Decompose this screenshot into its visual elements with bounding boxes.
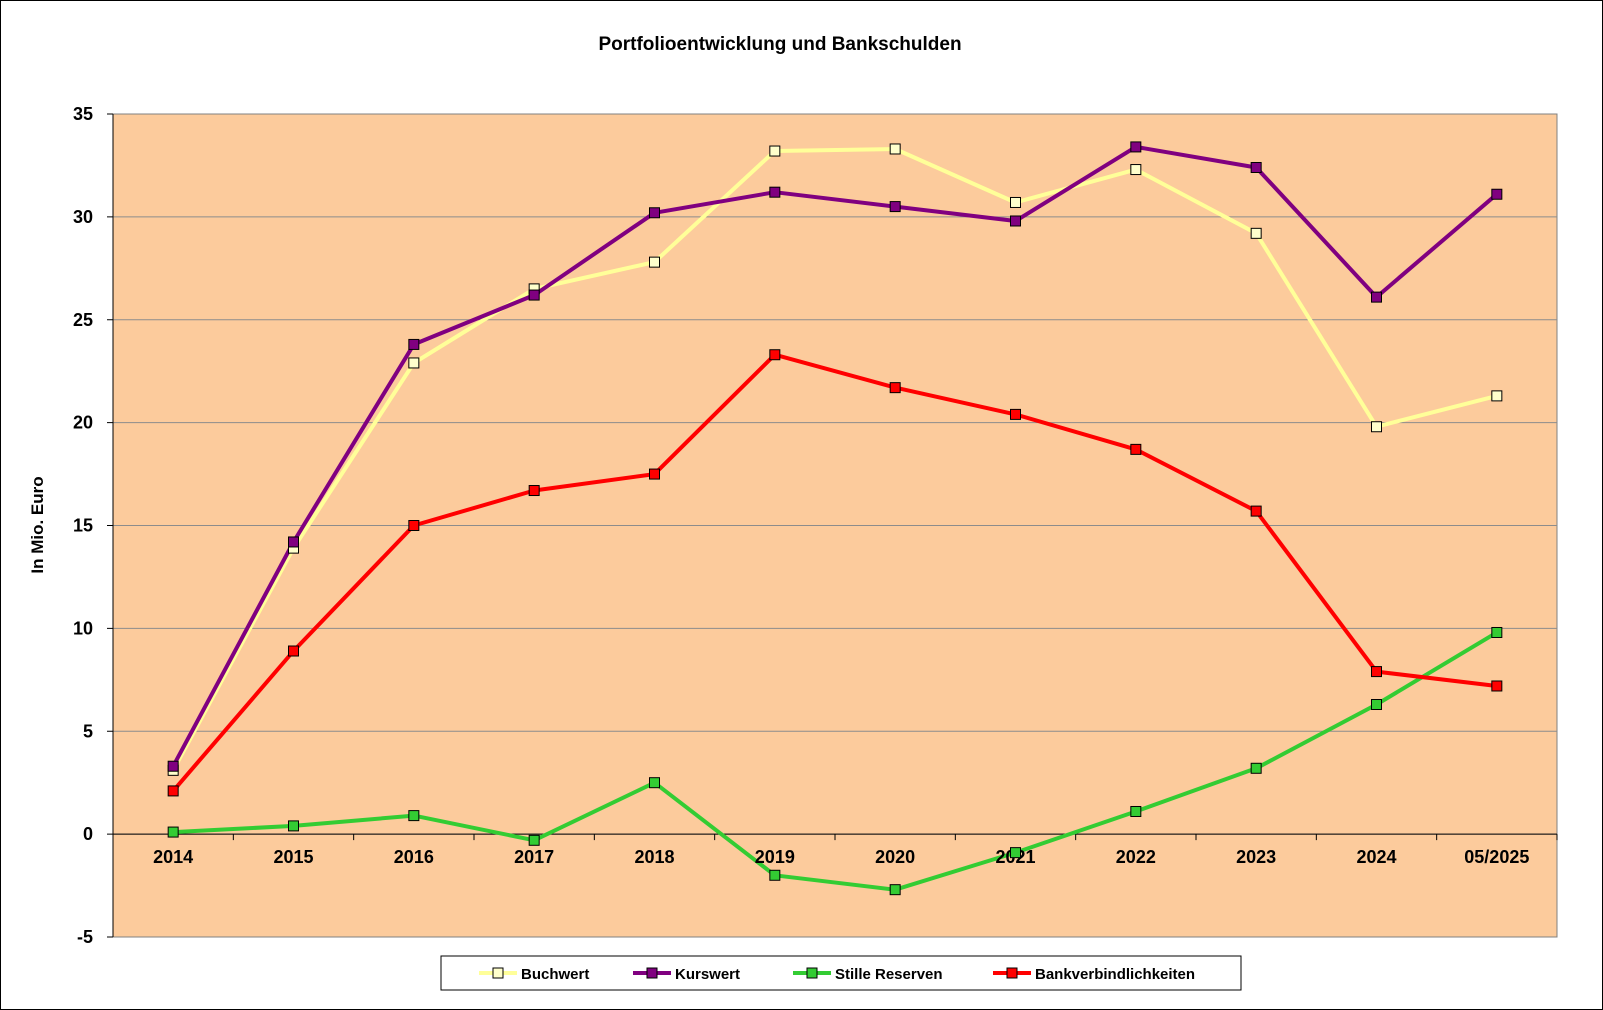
series-line-0 <box>171 147 1498 772</box>
y-tick-label: 30 <box>73 207 93 227</box>
data-point <box>528 834 540 846</box>
plot-area: -5 0 5 10 15 20 25 30 35 2014 2015 2016 2017 2018 2019… <box>73 104 1558 947</box>
series-line-3 <box>171 352 1498 793</box>
data-point <box>528 485 540 497</box>
data-point <box>1371 666 1382 678</box>
y-tick-label: 5 <box>83 721 93 741</box>
data-point <box>1371 291 1382 303</box>
data-point <box>1130 141 1142 153</box>
legend-label: Stille Reserven <box>835 966 943 983</box>
y-tick-label: 0 <box>83 824 93 844</box>
y-tick-label: 25 <box>73 310 93 330</box>
y-tick-label: -5 <box>77 927 93 947</box>
data-point <box>288 536 299 548</box>
data-point <box>1130 805 1142 817</box>
data-point <box>167 826 179 838</box>
data-point <box>649 207 660 219</box>
data-point <box>1250 161 1262 173</box>
data-point <box>889 382 901 394</box>
x-tick-label: 2019 <box>755 847 795 867</box>
data-point <box>167 760 179 772</box>
data-point <box>1371 421 1382 433</box>
data-point <box>408 338 420 350</box>
y-tick-label: 35 <box>73 104 93 124</box>
legend-box <box>440 955 1242 991</box>
data-point <box>408 810 420 822</box>
data-point <box>769 145 781 157</box>
legend: Buchwert Kurswert Stille Reserven Bankverbi… <box>440 955 1242 991</box>
data-point <box>1491 188 1503 200</box>
x-tick-label: 2017 <box>514 847 554 867</box>
data-point <box>1491 680 1503 692</box>
legend-swatch-marker <box>1006 967 1018 979</box>
data-point <box>1371 699 1382 711</box>
legend-label: Kurswert <box>675 966 740 983</box>
data-point <box>1130 443 1142 455</box>
legend-label: Bankverbindlichkeiten <box>1035 966 1195 983</box>
data-point <box>1130 164 1142 176</box>
x-tick-label: 2020 <box>875 847 915 867</box>
legend-swatch-marker <box>646 967 658 979</box>
data-point <box>1010 847 1021 859</box>
data-point <box>1010 196 1021 208</box>
y-tick-label: 15 <box>73 516 93 536</box>
x-tick-label: 2022 <box>1116 847 1156 867</box>
y-tick-label: 20 <box>73 413 93 433</box>
data-point <box>1491 626 1503 638</box>
data-point <box>769 349 781 361</box>
data-point <box>1250 227 1262 239</box>
data-point <box>1250 762 1262 774</box>
data-point <box>1010 408 1021 420</box>
data-point <box>889 143 901 155</box>
x-tick-label: 2016 <box>394 847 434 867</box>
series-line-1 <box>171 144 1499 768</box>
x-tick-label: 2018 <box>634 847 674 867</box>
legend-swatch-marker <box>806 967 818 979</box>
legend-swatch-marker <box>492 967 504 979</box>
data-point <box>649 468 660 480</box>
data-point <box>408 520 420 531</box>
x-tick-label: 2014 <box>153 847 193 867</box>
data-point <box>649 256 660 268</box>
data-point <box>769 186 781 198</box>
x-tick-label: 2015 <box>273 847 313 867</box>
data-point <box>889 201 901 213</box>
chart-title: Portfolioentwicklung und Bankschulden <box>598 34 961 55</box>
data-point <box>167 785 179 797</box>
y-axis-label: In Mio. Euro <box>28 476 47 573</box>
data-point <box>649 777 660 789</box>
data-point <box>889 884 901 896</box>
data-point <box>528 289 540 301</box>
data-point <box>769 869 781 881</box>
series-line-2 <box>173 630 1498 892</box>
legend-label: Buchwert <box>521 966 589 983</box>
y-tick-label: 10 <box>73 618 93 638</box>
x-tick-label: 2024 <box>1356 847 1396 867</box>
x-tick-label: 2023 <box>1236 847 1276 867</box>
data-point <box>288 820 299 832</box>
data-point <box>1491 390 1503 402</box>
x-tick-label: 05/2025 <box>1464 847 1529 867</box>
data-point <box>1010 215 1021 227</box>
data-point <box>288 645 299 657</box>
data-point <box>408 357 420 369</box>
data-point <box>1250 505 1262 517</box>
